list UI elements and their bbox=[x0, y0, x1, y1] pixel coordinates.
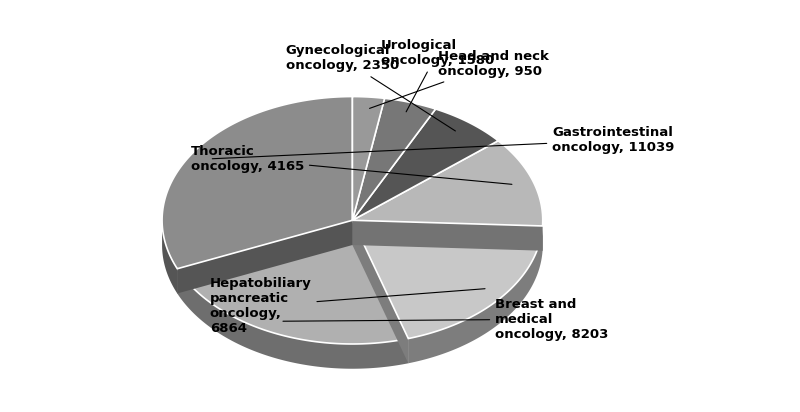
Text: Gastrointestinal
oncology, 11039: Gastrointestinal oncology, 11039 bbox=[212, 126, 674, 159]
Polygon shape bbox=[353, 220, 542, 251]
Text: Breast and
medical
oncology, 8203: Breast and medical oncology, 8203 bbox=[283, 298, 609, 341]
Polygon shape bbox=[353, 141, 542, 226]
Text: Thoracic
oncology, 4165: Thoracic oncology, 4165 bbox=[190, 145, 512, 184]
Text: Gynecological
oncology, 2350: Gynecological oncology, 2350 bbox=[286, 44, 455, 131]
Polygon shape bbox=[353, 109, 498, 220]
Polygon shape bbox=[408, 226, 542, 363]
Polygon shape bbox=[353, 220, 542, 339]
Polygon shape bbox=[353, 220, 408, 363]
Polygon shape bbox=[353, 98, 435, 220]
Polygon shape bbox=[178, 220, 353, 293]
Polygon shape bbox=[162, 96, 353, 269]
Polygon shape bbox=[353, 96, 385, 220]
Text: Urological
oncology, 1580: Urological oncology, 1580 bbox=[381, 39, 494, 112]
Polygon shape bbox=[353, 220, 408, 363]
Text: Head and neck
oncology, 950: Head and neck oncology, 950 bbox=[370, 50, 549, 108]
Polygon shape bbox=[178, 220, 408, 344]
Polygon shape bbox=[178, 220, 353, 293]
Polygon shape bbox=[353, 220, 542, 251]
Text: Hepatobiliary
pancreatic
oncology,
6864: Hepatobiliary pancreatic oncology, 6864 bbox=[210, 277, 485, 335]
Polygon shape bbox=[178, 269, 408, 369]
Polygon shape bbox=[162, 221, 178, 293]
